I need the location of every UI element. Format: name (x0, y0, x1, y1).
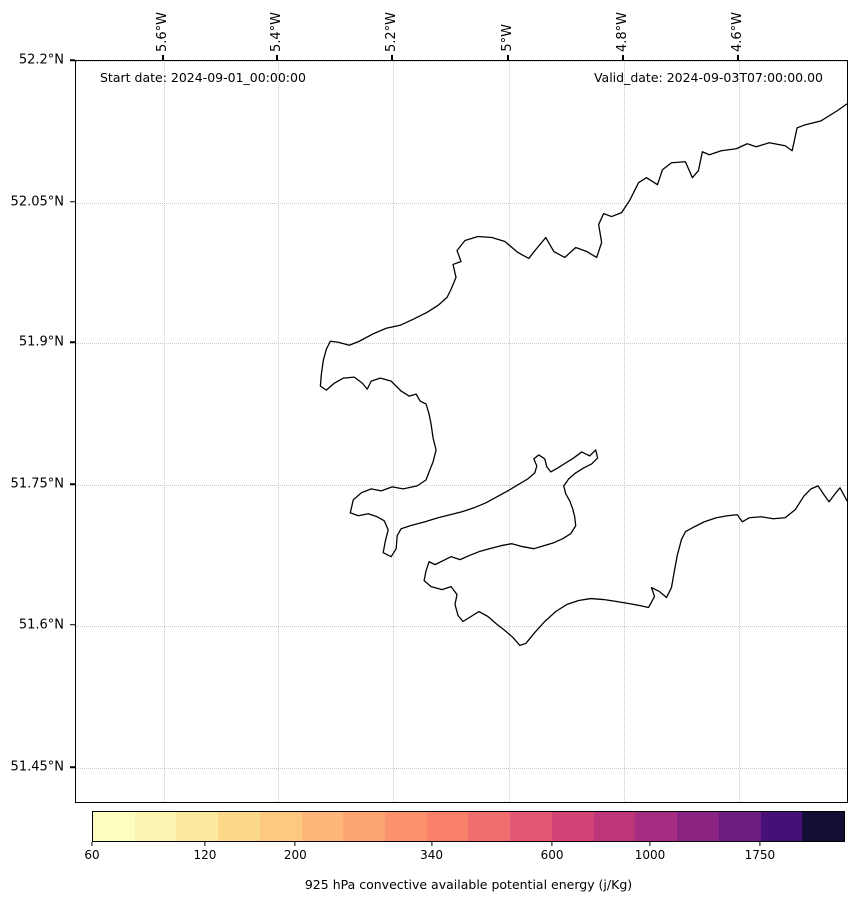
x-tick-mark (622, 55, 624, 60)
colorbar-segment (176, 812, 219, 841)
gridline-vertical (508, 61, 510, 802)
colorbar-tick-label: 1750 (744, 848, 776, 862)
colorbar-segment (93, 812, 135, 841)
x-axis-top: 5.6°W 5.4°W 5.2°W 5°W 4.8°W 4.6°W (75, 0, 848, 60)
colorbar-tick-mark (759, 842, 761, 846)
colorbar-segment (259, 812, 302, 841)
x-tick-label: 4.6°W (730, 11, 746, 52)
gridline-horizontal (76, 485, 847, 487)
gridline-vertical (392, 61, 394, 802)
y-tick-mark (70, 483, 75, 485)
y-tick-label: 52.05°N (10, 194, 64, 210)
colorbar (92, 811, 845, 842)
valid-date-annotation: Valid_date: 2024-09-03T07:00:00.00 (593, 70, 823, 85)
colorbar-tick-label: 340 (420, 848, 444, 862)
gridline-vertical (164, 61, 166, 802)
colorbar-segment (134, 812, 177, 841)
x-tick-mark (507, 55, 509, 60)
colorbar-segment (468, 812, 511, 841)
x-tick-mark (162, 55, 164, 60)
gridline-vertical (277, 61, 279, 802)
colorbar-tick-area: 60 120 200 340 600 1000 1750 (84, 842, 845, 866)
y-tick-mark (70, 201, 75, 203)
y-tick-label: 51.45°N (10, 759, 64, 775)
gridline-horizontal (76, 61, 847, 62)
map-plot-area: Start date: 2024-09-01_00:00:00 Valid_da… (75, 60, 848, 803)
colorbar-segment (551, 812, 594, 841)
colorbar-tick-mark (91, 842, 93, 846)
colorbar-tick-label: 600 (540, 848, 564, 862)
colorbar-tick-mark (294, 842, 296, 846)
colorbar-tick-mark (551, 842, 553, 846)
colorbar-tick-mark (431, 842, 433, 846)
colorbar-segment (593, 812, 636, 841)
gridline-vertical (739, 61, 741, 802)
x-tick-label: 5.6°W (155, 11, 171, 52)
colorbar-segment (385, 812, 427, 841)
colorbar-label: 925 hPa convective available potential e… (304, 877, 633, 892)
colorbar-segment (802, 812, 844, 841)
colorbar-segment (635, 812, 678, 841)
colorbar-tick-mark (649, 842, 651, 846)
colorbar-tick-label: 60 (84, 848, 100, 862)
colorbar-segment (426, 812, 469, 841)
y-axis-left: 52.2°N 52.05°N 51.9°N 51.75°N 51.6°N 51.45°N (0, 53, 75, 803)
x-tick-mark (276, 55, 278, 60)
y-tick-label: 52.2°N (18, 52, 64, 68)
colorbar-tick-label: 200 (283, 848, 307, 862)
colorbar-segment (760, 812, 803, 841)
y-tick-mark (70, 766, 75, 769)
gridline-horizontal (76, 625, 847, 627)
coastline-path (319, 103, 847, 647)
x-tick-mark (737, 55, 739, 60)
x-tick-label: 5.2°W (383, 11, 399, 52)
x-tick-mark (391, 55, 393, 60)
colorbar-segment (301, 812, 344, 841)
y-tick-mark (70, 341, 75, 344)
colorbar-segment (718, 812, 761, 841)
colorbar-segment (218, 812, 260, 841)
x-tick-label: 5.4°W (268, 11, 284, 52)
x-tick-label: 5°W (499, 24, 515, 52)
colorbar-segment (510, 812, 552, 841)
gridline-horizontal (76, 768, 847, 770)
colorbar-tick-mark (204, 842, 206, 846)
gridline-horizontal (76, 343, 847, 345)
y-tick-label: 51.75°N (10, 476, 64, 492)
start-date-annotation: Start date: 2024-09-01_00:00:00 (100, 70, 306, 85)
y-tick-label: 51.9°N (18, 334, 64, 350)
x-tick-label: 4.8°W (615, 11, 631, 52)
colorbar-segment (343, 812, 386, 841)
y-tick-label: 51.6°N (18, 617, 64, 633)
coastline-layer (319, 103, 847, 647)
y-tick-mark (70, 623, 75, 626)
y-tick-mark (70, 59, 75, 61)
colorbar-tick-label: 1000 (634, 848, 666, 862)
colorbar-segment (677, 812, 719, 841)
gridlines (76, 61, 847, 802)
gridline-vertical (624, 61, 626, 802)
gridline-horizontal (76, 202, 847, 204)
colorbar-tick-label: 120 (193, 848, 217, 862)
